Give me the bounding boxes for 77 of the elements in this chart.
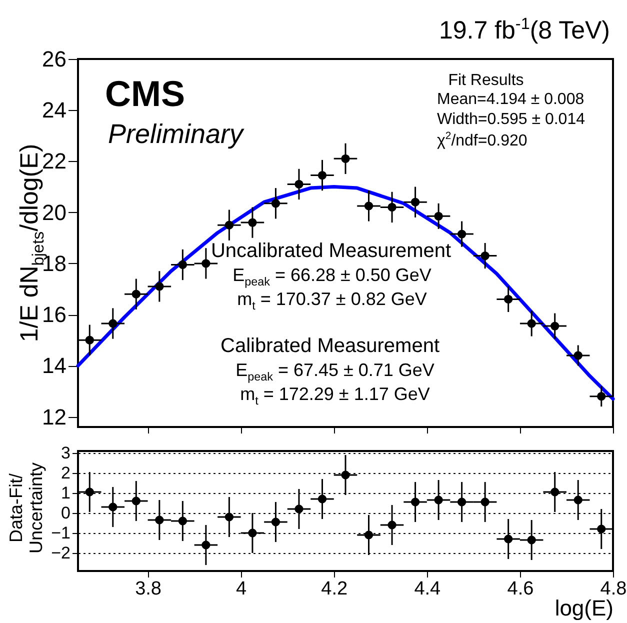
point [318,170,327,180]
annotation: Calibrated Measurement [220,335,440,357]
point [108,502,118,512]
point [155,282,164,291]
y-tick-label: 2 [61,464,70,482]
point [527,536,536,544]
point [85,488,94,496]
point [341,154,350,163]
x-tick-label: 4 [236,578,248,600]
point [132,496,140,506]
point [178,516,188,526]
point [574,496,582,504]
point [132,290,140,298]
point [504,534,513,544]
point [364,202,374,210]
point [224,512,234,522]
point [434,496,443,504]
x-tick-label: 4.6 [507,578,534,600]
point [294,180,304,189]
y-tick-label: 0 [61,504,70,522]
point [457,230,466,238]
y-tick-label: 1 [61,484,70,502]
annotation: E$_{peak}$ = 66.28 ± 0.50 GeV [232,265,432,289]
point [527,319,536,328]
annotation: Mean=4.194 ± 0.008 [437,91,584,108]
point [434,212,443,220]
annotation: m$_{t}$ = 170.37 ± 0.82 GeV [237,289,427,313]
x-tick-label: 4.4 [414,578,442,600]
annotation: Width=0.595 ± 0.014 [437,111,585,128]
point [271,518,280,526]
point [271,199,280,208]
point [224,220,234,230]
y-tick-label: −2 [51,544,70,562]
point [504,294,513,304]
y-tick-label: 14 [42,353,66,378]
point [364,530,374,540]
point [341,470,350,480]
point [480,251,490,260]
point [410,498,420,506]
annotation: χ$^{2}$/ndf=0.920 [437,131,528,150]
point [85,336,94,344]
y-tick-label: −1 [51,524,70,542]
point [388,520,396,530]
y-tick-label: 22 [42,148,66,174]
point [574,351,582,360]
y-tick-label: 24 [42,98,66,123]
y-tick-label: 20 [42,200,66,225]
y-tick-label: 12 [42,404,66,430]
annotation: E$_{peak}$ = 67.45 ± 0.71 GeV [236,360,434,384]
point [202,540,210,550]
annotation: Fit Results [448,72,524,89]
point [248,528,257,538]
y-tick-label: 26 [42,46,66,72]
x-tick-label: 4.2 [321,578,348,600]
annotation: Preliminary [108,119,244,149]
point [178,260,188,270]
point [294,504,304,514]
point [108,319,118,328]
y-axis-title: Data-Fit/Uncertainty [6,462,47,554]
point [597,524,606,534]
point [248,218,257,227]
point [457,498,466,506]
x-tick-label: 3.8 [135,578,162,600]
point [480,498,490,506]
point [155,516,164,524]
point [318,494,327,504]
point [550,488,560,496]
annotation: CMS [105,73,185,114]
point [202,259,210,268]
point [550,322,560,330]
point [597,392,606,401]
annotation: m$_{t}$ = 172.29 ± 1.17 GeV [240,384,430,408]
point [388,202,396,212]
point [410,198,420,206]
y-tick-label: 3 [61,444,70,462]
annotation: Uncalibrated Measurement [210,240,452,262]
chart-title: 19.7 fb$^{-1}$(8 TeV) [438,15,610,44]
